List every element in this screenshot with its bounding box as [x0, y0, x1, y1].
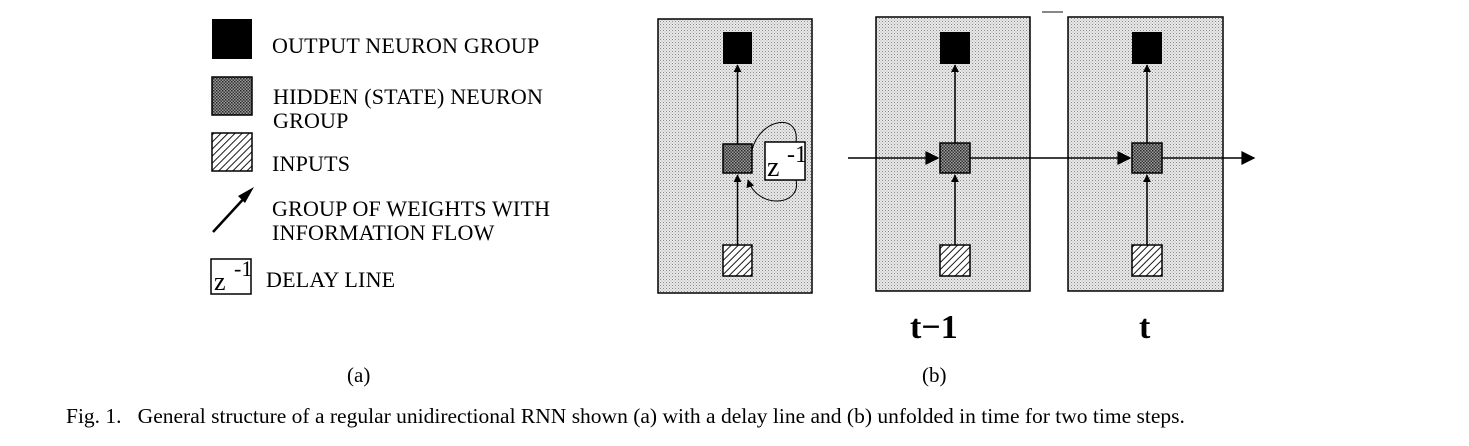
panel-b	[848, 11, 1256, 292]
panel-a-hidden-node	[722, 143, 753, 174]
panel-b-t-output-node	[1132, 32, 1162, 64]
subfigure-label-b: (b)	[922, 363, 947, 387]
panel-b-t-minus-1-input-node	[939, 244, 971, 277]
legend-hidden-label-line2: GROUP	[273, 108, 349, 133]
legend-delay-icon: z -1	[210, 256, 252, 296]
legend-delay-label: DELAY LINE	[266, 267, 396, 292]
panel-a-recurrent-loop	[751, 121, 797, 151]
panel-a-output-node	[723, 32, 752, 64]
legend-weights-arrow-icon	[212, 187, 254, 233]
legend-inputs-label: INPUTS	[272, 151, 351, 176]
panel-b-t-hidden-node	[1131, 142, 1163, 174]
svg-text:-1: -1	[787, 142, 807, 168]
legend-hidden-swatch	[211, 76, 253, 116]
legend-hidden-label-line1: HIDDEN (STATE) NEURON	[273, 84, 544, 109]
panel-a-input-node	[722, 244, 753, 277]
panel-a-recurrent-return	[746, 179, 797, 202]
subfigure-label-a: (a)	[347, 363, 371, 387]
svg-text:z: z	[767, 152, 779, 183]
figure-caption: Fig. 1. General structure of a regular u…	[66, 404, 1185, 428]
legend-output-label: OUTPUT NEURON GROUP	[272, 33, 540, 58]
time-label-t-minus-1: t−1	[910, 309, 958, 346]
legend-inputs-swatch	[211, 132, 253, 172]
panel-b-t-input-node	[1131, 244, 1163, 277]
legend-weights-label-line2: INFORMATION FLOW	[272, 220, 495, 245]
legend-weights-label-line1: GROUP OF WEIGHTS WITH	[272, 196, 551, 221]
legend-output-swatch	[212, 19, 252, 59]
panel-b-t-minus-1-output-node	[940, 32, 970, 64]
panel-b-step-t	[1067, 16, 1224, 292]
panel-a-delay-line-icon: z -1	[764, 141, 807, 183]
panel-b-step-t-minus-1	[875, 16, 1031, 292]
time-label-t: t	[1139, 309, 1151, 346]
svg-text:z: z	[214, 267, 226, 296]
svg-text:-1: -1	[234, 256, 252, 281]
panel-b-t-minus-1-hidden-node	[939, 142, 971, 174]
panel-a: z -1	[657, 18, 813, 294]
